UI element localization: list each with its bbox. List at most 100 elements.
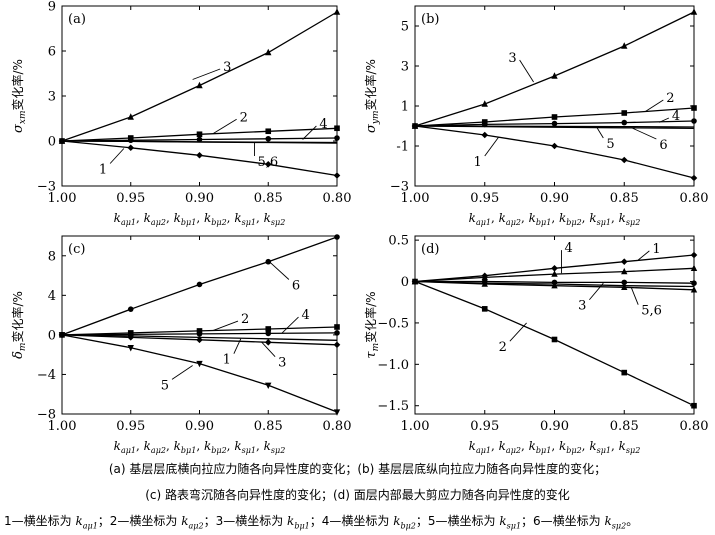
marker-circle <box>196 331 203 337</box>
x-tick-label: 0.95 <box>470 191 499 206</box>
curve-label: 2 <box>240 110 248 125</box>
label-leader <box>631 127 657 140</box>
marker-circle <box>551 120 558 127</box>
legend-var: ksμ2 <box>604 514 627 531</box>
x-tick-label: 0.80 <box>323 191 352 206</box>
marker-triangle <box>690 8 698 15</box>
marker-diamond <box>127 334 135 341</box>
marker-diamond <box>196 151 203 159</box>
marker-diamond <box>620 156 628 164</box>
x-axis-label: kaμ1, kaμ2, kbμ1, kbμ2, ksμ1, ksμ2 <box>469 439 641 455</box>
marker-diamond <box>127 144 135 152</box>
label-leader <box>484 136 500 157</box>
curve-label: 6 <box>292 279 300 294</box>
label-leader <box>192 68 221 80</box>
curve-label: 3 <box>223 60 231 75</box>
marker-triangle <box>333 8 341 15</box>
y-tick-label: 3 <box>401 60 409 75</box>
marker-circle <box>265 135 272 142</box>
marker-circle <box>691 118 697 124</box>
x-tick-label: 0.80 <box>680 191 709 206</box>
plot-frame <box>61 5 338 187</box>
marker-circle <box>691 280 697 286</box>
marker-triangle <box>127 113 134 120</box>
x-tick-label: 0.85 <box>610 419 639 434</box>
label-leader <box>109 148 125 164</box>
label-leader <box>658 117 670 123</box>
curve-label: 3 <box>578 299 586 314</box>
marker-square <box>691 105 697 111</box>
legend-text: 1—横坐标为 <box>4 514 76 528</box>
marker-triangle-down <box>196 360 203 368</box>
label-leader <box>595 126 604 139</box>
label-leader <box>267 260 290 280</box>
marker-triangle-down <box>333 409 341 416</box>
panel-label: (c) <box>68 242 85 257</box>
curve-label: 2 <box>241 312 249 327</box>
legend-var: kbμ1 <box>287 514 310 531</box>
marker-circle <box>334 234 340 240</box>
marker-triangle <box>551 270 558 277</box>
marker-triangle <box>551 281 558 289</box>
x-tick-label: 0.95 <box>116 191 145 206</box>
x-tick-label: 0.90 <box>185 191 214 206</box>
y-tick-label: 0 <box>48 328 56 343</box>
x-tick-label: 1.00 <box>401 419 430 434</box>
series-3 <box>58 8 341 144</box>
label-leader <box>637 250 650 261</box>
label-leader <box>302 125 317 140</box>
curve-label: 4 <box>564 241 572 256</box>
curve-label: 2 <box>499 340 507 355</box>
series-3 <box>411 8 698 129</box>
series-1 <box>411 122 698 182</box>
marker-circle <box>334 135 340 141</box>
caption-line-2: (c) 路表弯沉随各向异性度的变化；(d) 面层内部最大剪应力随各向异性度的变化 <box>145 488 570 502</box>
curve-label: 4 <box>302 308 310 323</box>
chart-panel-d: 1.00 0.95 0.90 0.85 0.80 0.5 0 −0.5 −1.0 −1.5 (d) k… <box>363 234 708 455</box>
x-tick-label: 0.80 <box>680 419 709 434</box>
legend-text: ；2—横坐标为 <box>97 514 182 528</box>
y-tick-label: 6 <box>48 45 56 60</box>
marker-diamond <box>264 339 272 346</box>
label-leader <box>509 322 527 342</box>
series-6 <box>414 125 695 130</box>
x-axis-label: kaμ1, kaμ2, kbμ1, kbμ2, ksμ1, ksμ2 <box>114 211 286 227</box>
chart-panel-b: 1.00 0.95 0.90 0.85 0.80 5 3 1 -1 −3 (b) kaμ1, kaμ2… <box>363 5 709 227</box>
panel-label: (d) <box>421 242 439 257</box>
label-leader <box>630 287 639 305</box>
marker-diamond <box>551 142 558 150</box>
marker-triangle <box>481 280 488 287</box>
marker-diamond <box>690 251 698 259</box>
curve-label: 6 <box>659 138 667 153</box>
series-6 <box>61 140 338 144</box>
curve-label: 2 <box>666 91 674 106</box>
marker-square <box>551 336 558 343</box>
marker-circle <box>621 279 628 286</box>
marker-diamond <box>481 131 489 139</box>
x-axis-label: kaμ1, kaμ2, kbμ1, kbμ2, ksμ1, ksμ2 <box>114 439 286 455</box>
x-tick-label: 0.85 <box>254 419 283 434</box>
marker-diamond <box>196 336 203 344</box>
label-leader <box>213 118 237 134</box>
legend-var: ksμ1 <box>499 514 522 531</box>
marker-triangle-down <box>58 332 66 339</box>
marker-diamond <box>551 264 558 272</box>
y-axis-label: δm变化率/% <box>10 291 28 359</box>
plot-frame <box>414 235 695 415</box>
y-tick-label: −8 <box>37 408 56 423</box>
y-axis-label: τm变化率/% <box>363 291 381 358</box>
marker-diamond <box>620 258 628 265</box>
marker-square <box>265 326 272 332</box>
y-tick-label: −1.0 <box>377 358 409 373</box>
marker-circle <box>334 330 340 336</box>
curve-label: 3 <box>508 51 516 66</box>
marker-triangle <box>551 72 558 79</box>
marker-square <box>196 131 203 138</box>
y-tick-label: 0 <box>401 275 409 290</box>
marker-square <box>621 110 628 116</box>
marker-square <box>551 114 558 120</box>
y-tick-label: 8 <box>48 249 56 264</box>
curve-label: 1 <box>473 155 481 170</box>
marker-circle <box>196 281 203 288</box>
legend-text: ；5—横坐标为 <box>415 514 500 528</box>
